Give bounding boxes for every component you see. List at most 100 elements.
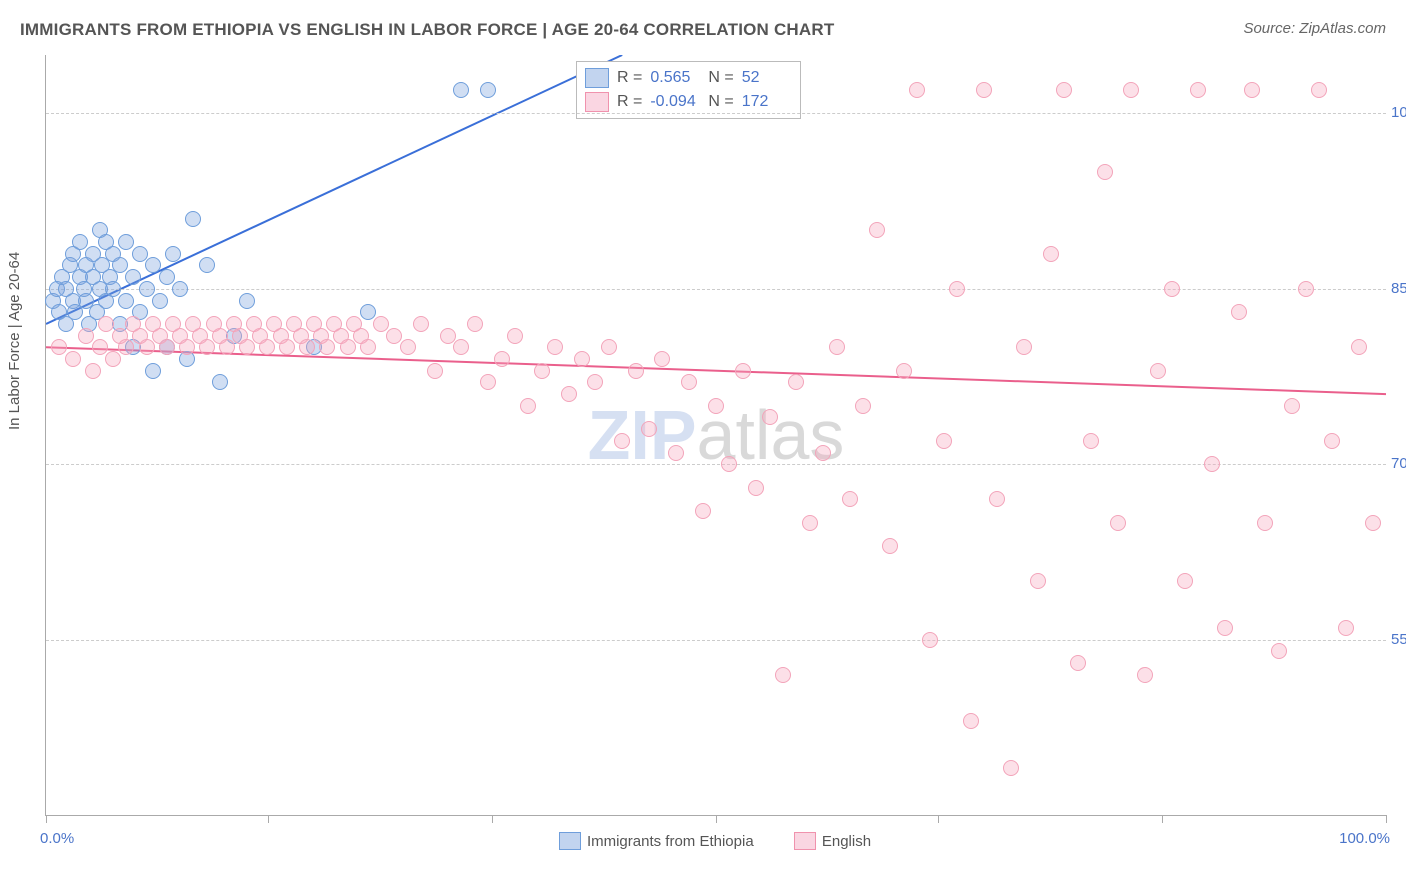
data-point bbox=[1271, 643, 1287, 659]
data-point bbox=[520, 398, 536, 414]
data-point bbox=[748, 480, 764, 496]
data-point bbox=[547, 339, 563, 355]
data-point bbox=[145, 363, 161, 379]
data-point bbox=[628, 363, 644, 379]
data-point bbox=[641, 421, 657, 437]
data-point bbox=[219, 339, 235, 355]
data-point bbox=[453, 82, 469, 98]
data-point bbox=[145, 257, 161, 273]
data-point bbox=[159, 339, 175, 355]
data-point bbox=[1311, 82, 1327, 98]
data-point bbox=[1070, 655, 1086, 671]
data-point bbox=[212, 374, 228, 390]
data-point bbox=[1365, 515, 1381, 531]
data-point bbox=[259, 339, 275, 355]
data-point bbox=[869, 222, 885, 238]
data-point bbox=[963, 713, 979, 729]
data-point bbox=[132, 246, 148, 262]
gridline bbox=[46, 640, 1386, 641]
data-point bbox=[601, 339, 617, 355]
y-axis-label: In Labor Force | Age 20-64 bbox=[6, 252, 23, 430]
data-point bbox=[802, 515, 818, 531]
data-point bbox=[92, 339, 108, 355]
data-point bbox=[909, 82, 925, 98]
data-point bbox=[440, 328, 456, 344]
data-point bbox=[1030, 573, 1046, 589]
data-point bbox=[199, 257, 215, 273]
data-point bbox=[922, 632, 938, 648]
data-point bbox=[85, 363, 101, 379]
data-point bbox=[1284, 398, 1300, 414]
data-point bbox=[1244, 82, 1260, 98]
gridline bbox=[46, 464, 1386, 465]
data-point bbox=[1338, 620, 1354, 636]
r-label: R = bbox=[617, 93, 642, 111]
x-tick bbox=[46, 815, 47, 823]
data-point bbox=[949, 281, 965, 297]
data-point bbox=[842, 491, 858, 507]
data-point bbox=[775, 667, 791, 683]
n-label: N = bbox=[708, 69, 733, 87]
data-point bbox=[1164, 281, 1180, 297]
data-point bbox=[494, 351, 510, 367]
x-tick bbox=[1386, 815, 1387, 823]
legend-item-pink: English bbox=[794, 832, 871, 850]
data-point bbox=[360, 304, 376, 320]
x-tick bbox=[268, 815, 269, 823]
data-point bbox=[1204, 456, 1220, 472]
y-tick-label: 85.0% bbox=[1391, 280, 1406, 297]
data-point bbox=[614, 433, 630, 449]
stats-row-pink: R = -0.094 N = 172 bbox=[585, 90, 792, 114]
data-point bbox=[239, 339, 255, 355]
data-point bbox=[467, 316, 483, 332]
data-point bbox=[574, 351, 590, 367]
data-point bbox=[112, 257, 128, 273]
data-point bbox=[360, 339, 376, 355]
r-label: R = bbox=[617, 69, 642, 87]
data-point bbox=[1123, 82, 1139, 98]
data-point bbox=[299, 339, 315, 355]
data-point bbox=[1150, 363, 1166, 379]
data-point bbox=[139, 281, 155, 297]
data-point bbox=[1324, 433, 1340, 449]
data-point bbox=[1177, 573, 1193, 589]
x-tick bbox=[1162, 815, 1163, 823]
y-tick-label: 100.0% bbox=[1391, 104, 1406, 121]
data-point bbox=[668, 445, 684, 461]
data-point bbox=[762, 409, 778, 425]
data-point bbox=[989, 491, 1005, 507]
data-point bbox=[427, 363, 443, 379]
data-point bbox=[587, 374, 603, 390]
x-tick bbox=[716, 815, 717, 823]
source-label: Source: ZipAtlas.com bbox=[1243, 20, 1386, 37]
data-point bbox=[1217, 620, 1233, 636]
swatch-pink-icon bbox=[794, 832, 816, 850]
watermark-zip: ZIP bbox=[588, 396, 697, 474]
stats-box: R = 0.565 N = 52 R = -0.094 N = 172 bbox=[576, 61, 801, 119]
y-tick-label: 70.0% bbox=[1391, 455, 1406, 472]
x-tick bbox=[492, 815, 493, 823]
data-point bbox=[735, 363, 751, 379]
data-point bbox=[179, 339, 195, 355]
data-point bbox=[125, 269, 141, 285]
data-point bbox=[1190, 82, 1206, 98]
stats-row-blue: R = 0.565 N = 52 bbox=[585, 66, 792, 90]
data-point bbox=[695, 503, 711, 519]
data-point bbox=[279, 339, 295, 355]
data-point bbox=[1298, 281, 1314, 297]
data-point bbox=[1003, 760, 1019, 776]
data-point bbox=[1083, 433, 1099, 449]
legend-label-pink: English bbox=[822, 833, 871, 850]
data-point bbox=[815, 445, 831, 461]
gridline bbox=[46, 113, 1386, 114]
data-point bbox=[788, 374, 804, 390]
data-point bbox=[1043, 246, 1059, 262]
data-point bbox=[118, 339, 134, 355]
data-point bbox=[172, 281, 188, 297]
swatch-blue-icon bbox=[559, 832, 581, 850]
legend-label-blue: Immigrants from Ethiopia bbox=[587, 833, 754, 850]
data-point bbox=[453, 339, 469, 355]
gridline bbox=[46, 289, 1386, 290]
data-point bbox=[721, 456, 737, 472]
data-point bbox=[319, 339, 335, 355]
